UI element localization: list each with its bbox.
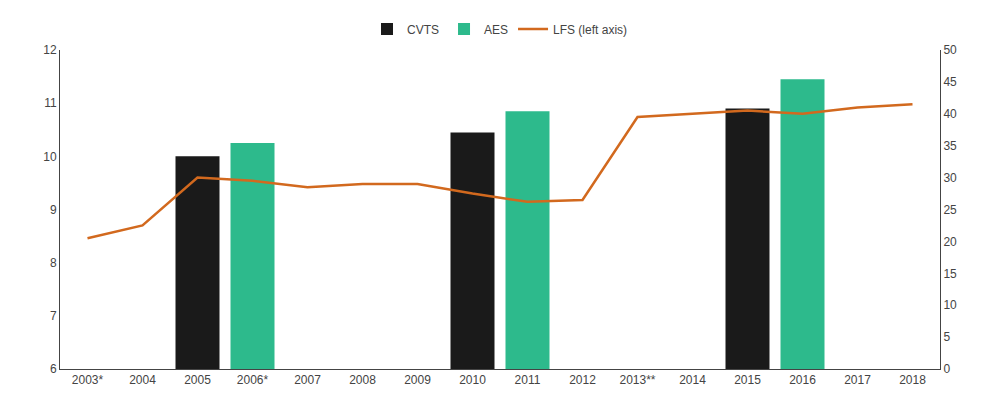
svg-text:2018: 2018 [899, 373, 926, 387]
svg-text:30: 30 [943, 171, 957, 185]
svg-text:25: 25 [943, 203, 957, 217]
svg-text:6: 6 [50, 362, 57, 376]
svg-text:5: 5 [943, 330, 950, 344]
svg-text:12: 12 [43, 43, 57, 57]
svg-text:8: 8 [50, 256, 57, 270]
svg-text:2008: 2008 [349, 373, 376, 387]
svg-text:2005: 2005 [184, 373, 211, 387]
svg-text:2014: 2014 [679, 373, 706, 387]
svg-text:CVTS: CVTS [407, 23, 439, 37]
svg-text:9: 9 [50, 203, 57, 217]
svg-text:20: 20 [943, 235, 957, 249]
svg-text:7: 7 [50, 309, 57, 323]
svg-text:2009: 2009 [404, 373, 431, 387]
svg-text:2003*: 2003* [72, 373, 104, 387]
svg-text:15: 15 [943, 267, 957, 281]
svg-text:2015: 2015 [734, 373, 761, 387]
svg-text:35: 35 [943, 139, 957, 153]
svg-text:50: 50 [943, 43, 957, 57]
svg-text:45: 45 [943, 75, 957, 89]
svg-text:2013**: 2013** [619, 373, 655, 387]
svg-text:10: 10 [43, 150, 57, 164]
svg-text:2004: 2004 [129, 373, 156, 387]
svg-text:LFS (left axis): LFS (left axis) [553, 23, 627, 37]
svg-text:11: 11 [44, 96, 57, 110]
svg-text:2011: 2011 [515, 373, 541, 387]
svg-text:AES: AES [484, 23, 508, 37]
svg-text:2006*: 2006* [237, 373, 269, 387]
svg-text:2007: 2007 [294, 373, 321, 387]
svg-text:2010: 2010 [459, 373, 486, 387]
svg-text:0: 0 [943, 362, 950, 376]
svg-text:40: 40 [943, 107, 957, 121]
svg-text:2017: 2017 [844, 373, 871, 387]
svg-text:2016: 2016 [789, 373, 816, 387]
svg-text:10: 10 [943, 298, 957, 312]
svg-text:2012: 2012 [569, 373, 596, 387]
